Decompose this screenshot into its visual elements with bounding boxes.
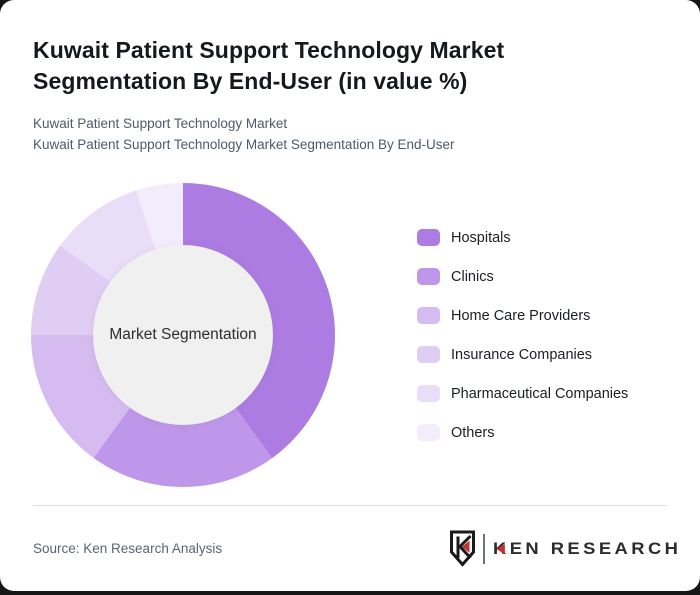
legend-item: Clinics — [417, 268, 628, 286]
subtitle-line-1: Kuwait Patient Support Technology Market — [33, 115, 288, 131]
legend-item: Others — [417, 424, 628, 442]
legend-label: Others — [451, 424, 495, 441]
legend-swatch — [417, 385, 440, 403]
legend-label: Insurance Companies — [451, 346, 593, 363]
wordmark-rest: EN RESEARCH — [509, 538, 681, 558]
shield-emblem-icon — [449, 530, 475, 568]
legend-item: Home Care Providers — [417, 307, 628, 325]
legend-item: Pharmaceutical Companies — [417, 385, 628, 403]
legend-swatch — [417, 307, 440, 325]
brand-divider — [482, 533, 485, 564]
page-title: Kuwait Patient Support Technology Market… — [33, 37, 505, 94]
chart-area: Market Segmentation Hospitals Clinics Ho… — [31, 183, 667, 488]
legend-swatch — [417, 229, 440, 247]
footer: Source: Ken Research Analysis K EN RESEA… — [33, 506, 678, 595]
source-text: Source: Ken Research Analysis — [33, 541, 223, 557]
subtitle-line-2: Kuwait Patient Support Technology Market… — [33, 136, 455, 152]
legend-item: Insurance Companies — [417, 346, 628, 364]
red-triangle-icon — [496, 543, 505, 554]
brand-logo: K EN RESEARCH — [449, 530, 678, 568]
legend: Hospitals Clinics Home Care Providers In… — [417, 229, 628, 442]
legend-label: Hospitals — [451, 229, 511, 246]
legend-label: Clinics — [451, 268, 494, 285]
brand-wordmark: K EN RESEARCH — [493, 539, 681, 559]
donut-center-label: Market Segmentation — [109, 326, 257, 344]
legend-swatch — [417, 268, 440, 286]
legend-item: Hospitals — [417, 229, 628, 247]
subtitle-block: Kuwait Patient Support Technology Market… — [33, 114, 667, 156]
footer-divider — [33, 505, 667, 507]
legend-swatch — [417, 424, 440, 442]
legend-label: Home Care Providers — [451, 307, 591, 324]
donut-hole: Market Segmentation — [93, 245, 273, 426]
legend-label: Pharmaceutical Companies — [451, 385, 629, 402]
legend-swatch — [417, 346, 440, 364]
donut-chart-wrap: Market Segmentation — [31, 183, 335, 488]
